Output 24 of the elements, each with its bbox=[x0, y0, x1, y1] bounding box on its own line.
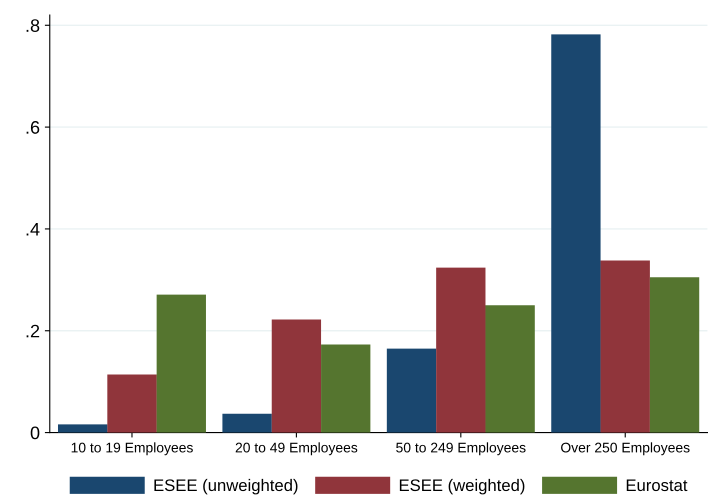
x-tick-label: 50 to 249 Employees bbox=[396, 442, 526, 456]
bar bbox=[156, 294, 206, 433]
bar bbox=[485, 305, 535, 433]
legend-label: ESEE (weighted) bbox=[400, 478, 524, 494]
legend-label: Eurostat bbox=[626, 480, 688, 492]
bar bbox=[650, 277, 700, 433]
bar bbox=[600, 260, 650, 433]
y-tick-label: .8 bbox=[26, 19, 40, 32]
x-tick-label: 10 to 19 Employees bbox=[72, 442, 193, 456]
bar bbox=[386, 348, 436, 433]
bar bbox=[551, 34, 601, 433]
x-tick-label: 20 to 49 Employees bbox=[236, 442, 358, 456]
bar bbox=[222, 414, 272, 433]
bar bbox=[272, 320, 322, 433]
legend-label: ESEE (unweighted) bbox=[154, 478, 298, 494]
y-tick-label: .6 bbox=[26, 121, 40, 134]
y-tick-label: 0 bbox=[30, 426, 40, 440]
y-tick-label: .2 bbox=[26, 324, 40, 338]
bar bbox=[58, 424, 108, 433]
bar bbox=[321, 344, 370, 433]
x-tick-label: Over 250 Employees bbox=[561, 442, 690, 456]
y-tick-label: .4 bbox=[26, 223, 40, 236]
bar bbox=[107, 374, 157, 433]
bar bbox=[436, 268, 486, 433]
